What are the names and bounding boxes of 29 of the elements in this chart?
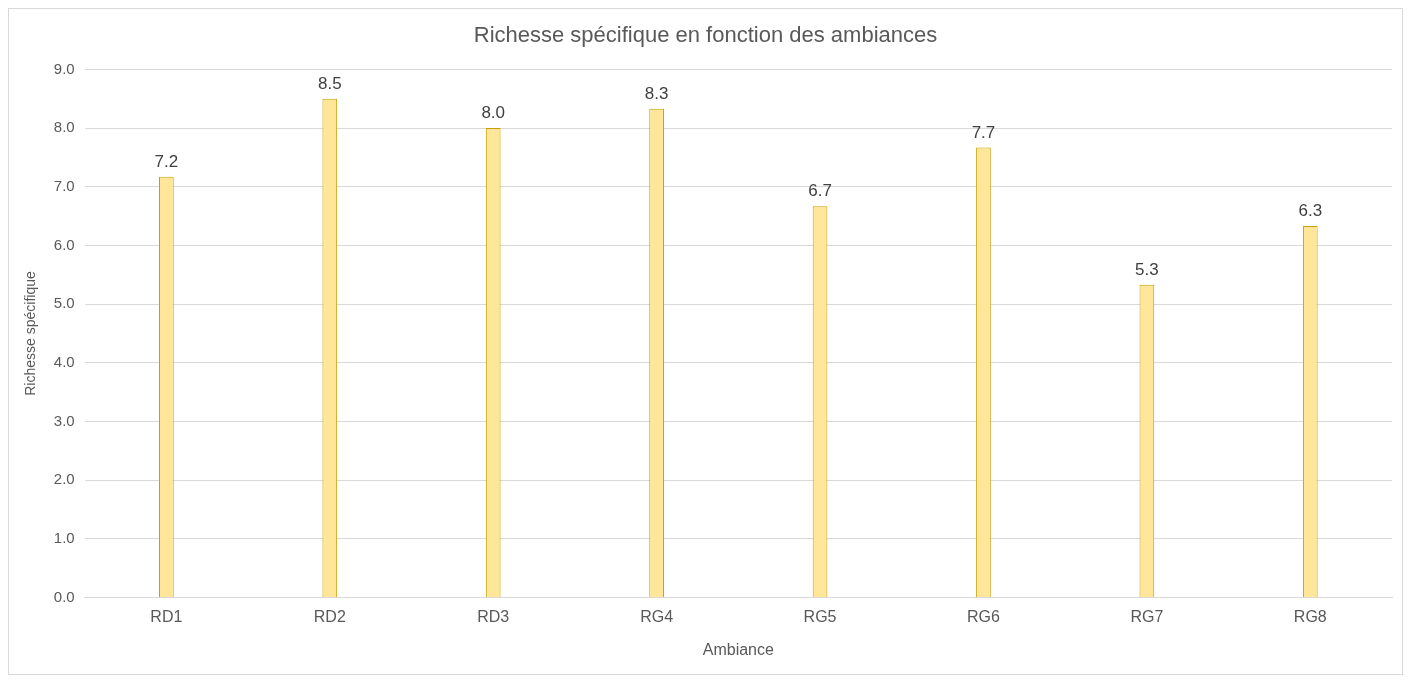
data-label: 6.3 [1298,201,1323,221]
y-tick-label: 4.0 [53,352,75,370]
x-tick-label: RG5 [803,607,837,625]
y-tick-label: 3.0 [53,411,75,429]
y-tick-label: 0.0 [53,587,75,605]
data-label: 5.3 [1135,259,1159,279]
y-axis-title: Richesse spécifique [22,271,39,396]
y-tick-label: 2.0 [53,470,75,488]
y-tick-label: 8.0 [53,118,75,136]
x-tick-label: RD1 [150,607,183,625]
data-label: 7.7 [971,122,996,142]
data-label: 8.3 [644,83,669,103]
x-tick-label: RG4 [640,607,674,625]
x-tick-label: RG6 [967,607,1000,625]
y-tick-label: 9.0 [53,59,75,77]
y-tick-label: 6.0 [53,235,75,253]
data-label: 8.5 [317,73,342,93]
chart-title: Richesse spécifique en fonction des ambiances [473,22,938,48]
x-tick-label: RD2 [313,607,346,625]
x-tick-label: RG7 [1130,607,1164,625]
data-label: 7.2 [154,151,179,171]
x-tick-label: RD3 [477,607,510,625]
x-tick-label: RG8 [1293,607,1327,625]
y-tick-label: 5.0 [53,294,75,312]
x-axis-title: Ambiance [702,640,774,658]
y-tick-label: 7.0 [53,176,75,194]
y-tick-label: 1.0 [53,529,75,547]
data-label: 6.7 [808,181,832,201]
data-label: 8.0 [481,103,506,123]
